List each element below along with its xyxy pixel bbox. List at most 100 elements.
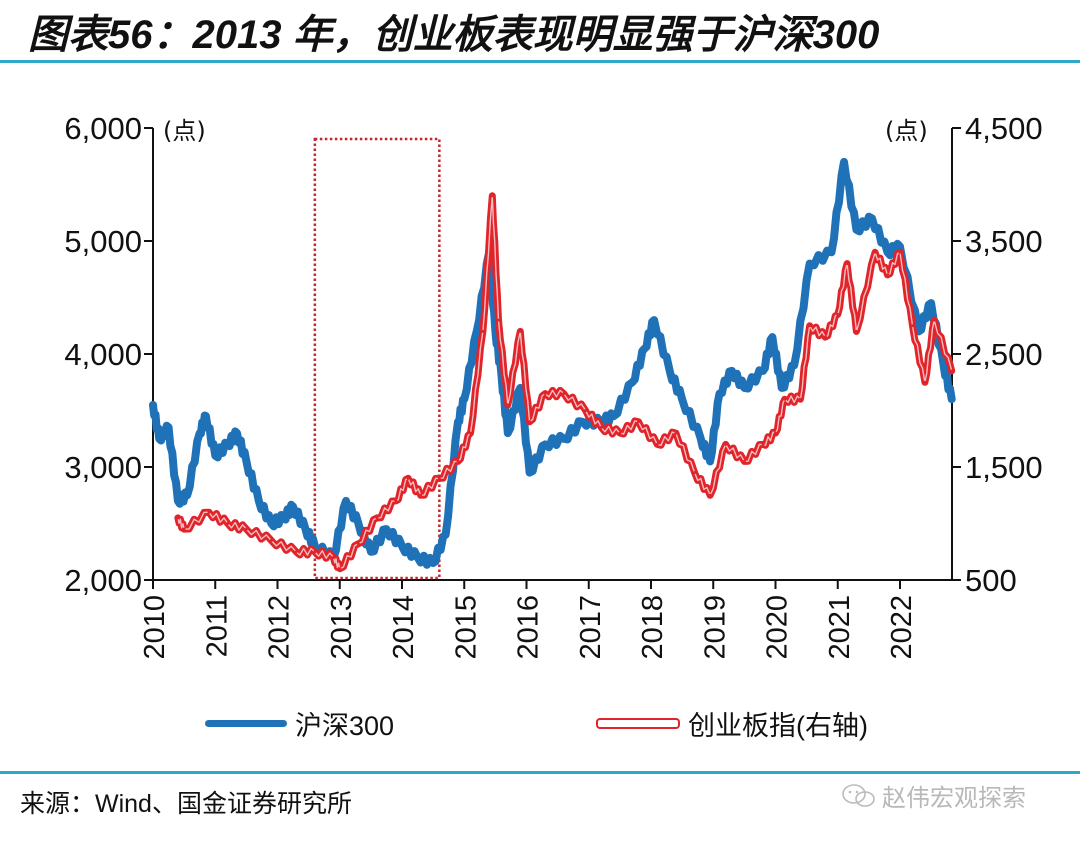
y-axis-right-unit: (点)	[885, 117, 928, 145]
chinext-data-point	[836, 312, 840, 316]
legend-item-csi300: 沪深300	[205, 704, 394, 743]
legend-swatch-csi300	[205, 720, 287, 727]
chinext-data-point	[823, 335, 827, 339]
chinext-data-point	[375, 516, 379, 520]
csi300-data-point	[369, 550, 373, 554]
chinext-data-point	[244, 527, 248, 531]
series-lines	[149, 157, 956, 573]
chinext-data-point	[406, 476, 410, 480]
chinext-data-point	[708, 493, 712, 497]
csi300-data-point	[630, 380, 634, 384]
chinext-data-point	[562, 392, 566, 396]
chinext-data-point	[910, 324, 914, 328]
legend-swatch-chinext	[596, 718, 680, 729]
csi300-data-point	[528, 471, 532, 475]
csi300-data-point	[842, 160, 846, 164]
csi300-data-point	[730, 369, 734, 373]
chinext-data-point	[338, 567, 342, 571]
csi300-data-point	[198, 431, 202, 435]
y-right-tick-label: 500	[965, 563, 1017, 598]
y-left-tick-label: 4,000	[64, 337, 142, 372]
legend-label-chinext: 创业板指(右轴)	[688, 711, 868, 741]
chinext-data-point	[618, 431, 622, 435]
y-right-tick-label: 3,500	[965, 224, 1043, 259]
csi300-data-point	[699, 437, 703, 441]
chinext-data-point	[693, 471, 697, 475]
y-left-tick-label: 5,000	[64, 224, 142, 259]
x-axis-ticks: 2010 2011 2012 2013 2014 2015 2016 2017 2018 2019…	[139, 580, 918, 660]
csi300-data-point	[898, 245, 902, 249]
y-left-tick-label: 3,000	[64, 450, 142, 485]
csi300-data-point	[344, 499, 348, 503]
y-left-tick-label: 6,000	[64, 111, 142, 146]
x-tick-label: 2013	[326, 595, 358, 660]
csi300-data-point	[444, 533, 448, 537]
x-tick-label: 2012	[264, 595, 296, 660]
x-tick-label: 2020	[762, 595, 794, 660]
csi300-data-point	[854, 228, 858, 232]
csi300-data-point	[518, 386, 522, 390]
csi300-data-point	[157, 437, 161, 441]
csi300-data-point	[581, 420, 585, 424]
chinext-data-point	[923, 380, 927, 384]
csi300-data-point	[291, 505, 295, 509]
chinext-data-point	[886, 273, 890, 277]
chinext-data-point	[356, 542, 360, 546]
y-axis-left-unit: (点)	[163, 117, 206, 145]
chinext-data-point	[313, 550, 317, 554]
csi300-data-point	[282, 516, 286, 520]
csi300-data-point	[792, 363, 796, 367]
chinext-data-point	[481, 329, 485, 333]
chinext-data-point	[742, 459, 746, 463]
y-right-tick-label: 2,500	[965, 337, 1043, 372]
chinext-data-point	[808, 324, 812, 328]
csi300-data-point	[770, 335, 774, 339]
csi300-data-point	[612, 414, 616, 418]
csi300-data-point	[830, 250, 834, 254]
csi300-data-point	[416, 555, 420, 559]
csi300-data-point	[717, 392, 721, 396]
chinext-data-point	[543, 392, 547, 396]
chinext-data-point	[783, 397, 787, 401]
y-left-tick-label: 2,000	[64, 563, 142, 598]
x-tick-label: 2018	[637, 595, 669, 660]
highlight-box	[313, 137, 441, 580]
csi300-data-point	[456, 420, 460, 424]
csi300-data-point	[431, 561, 435, 565]
chinext-data-point	[506, 403, 510, 407]
csi300-data-point	[917, 329, 921, 333]
csi300-data-point	[185, 493, 189, 497]
chinext-data-point	[898, 250, 902, 254]
line-chart: 2010 2011 2012 2013 2014 2015 2016 2017 2018 2019…	[64, 111, 1043, 660]
csi300-data-point	[213, 454, 217, 458]
chinext-data-point	[854, 329, 858, 333]
wechat-icon	[842, 783, 875, 807]
y-axis-left-ticks: 2,000 3,000 4,000 5,000 6,000	[64, 111, 153, 598]
csi300-data-point	[235, 431, 239, 435]
chinext-data-point	[528, 420, 532, 424]
x-tick-label: 2017	[575, 595, 607, 660]
csi300-data-point	[708, 459, 712, 463]
y-right-tick-label: 4,500	[965, 111, 1043, 146]
csi300-data-point	[475, 329, 479, 333]
chinext-data-point	[637, 420, 641, 424]
csi300-data-point	[204, 414, 208, 418]
chinext-data-point	[456, 459, 460, 463]
chinext-data-point	[798, 397, 802, 401]
csi300-data-point	[886, 250, 890, 254]
csi300-data-point	[304, 527, 308, 531]
csi300-data-point	[680, 397, 684, 401]
csi300-data-point	[652, 318, 656, 322]
x-tick-label: 2014	[388, 595, 420, 660]
csi300-data-point	[226, 442, 230, 446]
csi300-data-point	[643, 346, 647, 350]
legend-label-csi300: 沪深300	[295, 711, 395, 741]
csi300-data-point	[167, 425, 171, 429]
chinext-data-point	[873, 250, 877, 254]
series-line-chinext-inner	[177, 195, 953, 570]
csi300-data-point	[176, 499, 180, 503]
chinext-data-point	[207, 510, 211, 514]
x-tick-label: 2010	[139, 595, 171, 660]
chinext-data-point	[724, 442, 728, 446]
x-tick-label: 2011	[201, 595, 233, 657]
